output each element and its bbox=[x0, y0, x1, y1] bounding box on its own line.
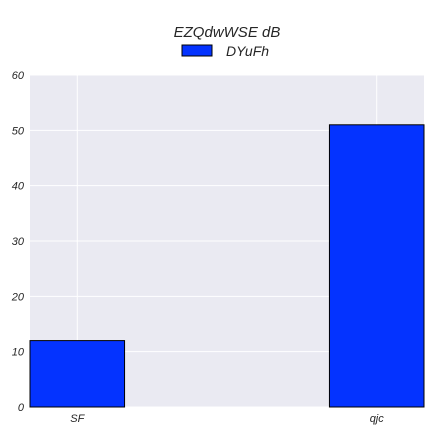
y-tick-label: 0 bbox=[18, 402, 25, 414]
y-tick-label: 30 bbox=[12, 236, 25, 248]
y-tick-label: 60 bbox=[12, 70, 25, 82]
bar-qjc bbox=[328, 124, 425, 408]
y-tick-label: 40 bbox=[12, 181, 25, 193]
y-tick-label: 20 bbox=[11, 291, 25, 303]
y-tick-label: 10 bbox=[12, 347, 25, 359]
legend-label: DYuFh bbox=[226, 43, 269, 59]
y-tick-label: 50 bbox=[12, 125, 25, 137]
x-axis-ticks: SF qjc bbox=[70, 413, 384, 425]
legend: DYuFh bbox=[181, 43, 269, 59]
y-axis-ticks: 0 10 20 30 40 50 60 bbox=[11, 70, 25, 414]
x-tick-label: qjc bbox=[370, 413, 385, 425]
legend-swatch bbox=[181, 44, 213, 57]
bars bbox=[29, 124, 425, 408]
bar-SF bbox=[29, 340, 126, 408]
chart-title: EZQdwWSE dB bbox=[174, 24, 281, 41]
x-tick-label: SF bbox=[70, 413, 85, 425]
